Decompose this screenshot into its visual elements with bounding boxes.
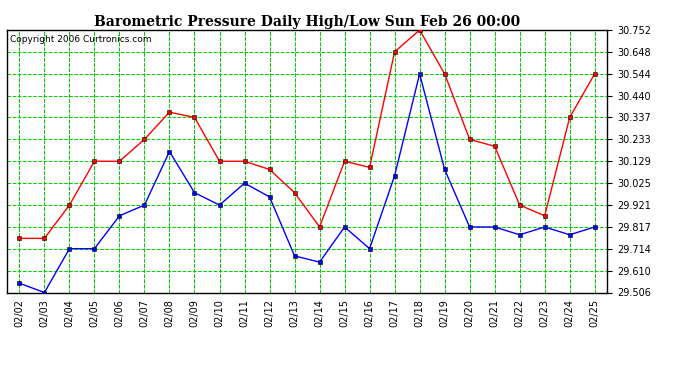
Text: Copyright 2006 Curtronics.com: Copyright 2006 Curtronics.com (10, 35, 151, 44)
Title: Barometric Pressure Daily High/Low Sun Feb 26 00:00: Barometric Pressure Daily High/Low Sun F… (94, 15, 520, 29)
